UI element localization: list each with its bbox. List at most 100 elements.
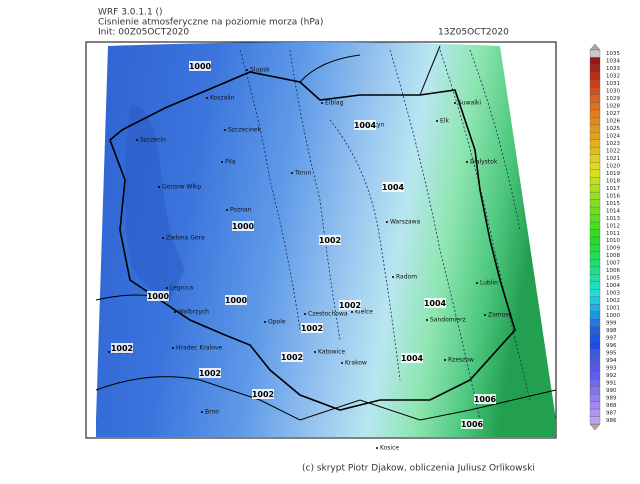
city-dot: [136, 139, 138, 141]
contour-label-bg: [225, 295, 247, 305]
colorbar-label: 1013: [606, 216, 620, 222]
contour-label: 1000: [147, 292, 170, 301]
colorbar-label: 1020: [606, 163, 620, 169]
colorbar-swatch: [589, 296, 601, 305]
contour-label-bg: [401, 353, 423, 363]
colorbar-swatch: [589, 117, 601, 125]
city-dot: [444, 359, 446, 361]
colorbar-swatch: [589, 214, 601, 223]
colorbar-label: 1030: [606, 89, 620, 95]
colorbar-swatch: [589, 102, 601, 110]
city-dot: [224, 129, 226, 131]
city-label: Radom: [396, 274, 417, 281]
contour-label-bg: [354, 120, 376, 130]
colorbar-swatch: [589, 326, 601, 335]
city-dot: [476, 282, 478, 284]
city-dot: [174, 311, 176, 313]
colorbar-label: 1005: [606, 276, 620, 282]
colorbar-swatch: [589, 199, 601, 208]
contour-label: 1002: [199, 369, 221, 378]
colorbar-label: 990: [606, 388, 617, 394]
colorbar-label: 1007: [606, 261, 620, 267]
city-dot: [246, 69, 248, 71]
contour-label: 1004: [354, 121, 377, 130]
contour-label: 1002: [111, 344, 133, 353]
contour-label-bg: [301, 323, 323, 333]
contour-label-bg: [189, 61, 211, 71]
colorbar-swatch: [589, 132, 601, 140]
colorbar-swatch: [589, 229, 601, 238]
contour-label-bg: [147, 291, 169, 301]
colorbar-label: 1002: [606, 298, 620, 304]
colorbar-label: 987: [606, 410, 617, 416]
contour-label-bg: [424, 298, 446, 308]
colorbar-swatch: [589, 94, 601, 103]
colorbar-label: 1025: [606, 126, 620, 132]
contour-label: 1002: [301, 324, 323, 333]
colorbar-label: 995: [606, 350, 617, 356]
city-label: Szczecinek: [228, 127, 262, 134]
colorbar-label: 989: [606, 395, 617, 401]
title: Cisnienie atmosferyczne na poziomie morz…: [98, 18, 323, 28]
city-dot: [158, 186, 160, 188]
colorbar-label: 1031: [606, 81, 620, 87]
city-label: Krakow: [345, 360, 367, 367]
isobars: [239, 49, 531, 421]
colorbar-swatch: [589, 334, 601, 342]
city-dot: [351, 311, 353, 313]
city-label: Walbrzych: [178, 309, 209, 316]
city-label: Bialystok: [470, 159, 498, 166]
city-label: Rzeszow: [448, 357, 474, 364]
colorbar-swatch: [589, 162, 601, 170]
city-dot: [341, 362, 343, 364]
colorbar-swatch: [589, 311, 601, 320]
city-label: Zamosc: [488, 312, 512, 319]
colorbar-label: 1008: [606, 253, 620, 259]
city-dot: [162, 237, 164, 239]
contour-label: 1000: [189, 62, 212, 71]
contour-label: 1002: [281, 353, 303, 362]
city-dot: [392, 276, 394, 278]
city-dot: [166, 287, 168, 289]
city-label: Kosice: [380, 445, 399, 452]
colorbar-label: 1019: [606, 171, 620, 177]
contour-label-bg: [252, 389, 274, 399]
colorbar-label: 1017: [606, 186, 620, 192]
city-label: Szczecin: [140, 137, 166, 144]
city-dot: [426, 319, 428, 321]
colorbar-label: 1018: [606, 178, 620, 184]
city-label: Torun: [294, 170, 312, 177]
colorbar-swatch: [589, 304, 601, 312]
contour-labels: 1000 1004 1004 1000 1002 1000 1000 1002 1004 1002…: [111, 61, 497, 429]
colorbar-swatch: [589, 341, 601, 350]
colorbar-swatch: [589, 364, 601, 372]
city-dot: [172, 347, 174, 349]
city-label: Czestochowa: [308, 311, 348, 318]
contour-label: 1004: [424, 299, 447, 308]
contour-label-bg: [319, 235, 341, 245]
colorbar-swatch: [589, 177, 601, 185]
contour-label-bg: [199, 368, 221, 378]
city-dot: [454, 102, 456, 104]
colorbar-label: 1022: [606, 148, 620, 154]
contour-label: 1002: [252, 390, 274, 399]
city-dot: [226, 209, 228, 211]
city-dot: [264, 321, 266, 323]
colorbar-swatch: [589, 57, 601, 66]
colorbar-swatch: [589, 87, 601, 96]
colorbar-swatch: [589, 139, 601, 148]
colorbar-swatch: [589, 386, 601, 395]
colorbar-label: 1027: [606, 111, 620, 117]
colorbar-label: 991: [606, 380, 617, 386]
colorbar-label: 997: [606, 335, 617, 341]
valid: 13Z05OCT2020: [438, 28, 509, 38]
city-label: Sandomierz: [430, 317, 466, 324]
colorbar-swatch: [589, 266, 601, 275]
colorbar-swatch: [589, 416, 601, 425]
city-dot: [376, 447, 378, 449]
city-label: Poznan: [230, 207, 252, 214]
colorbar-swatch: [589, 236, 601, 245]
colorbar-swatch: [589, 191, 601, 200]
colorbar-swatch: [589, 349, 601, 357]
